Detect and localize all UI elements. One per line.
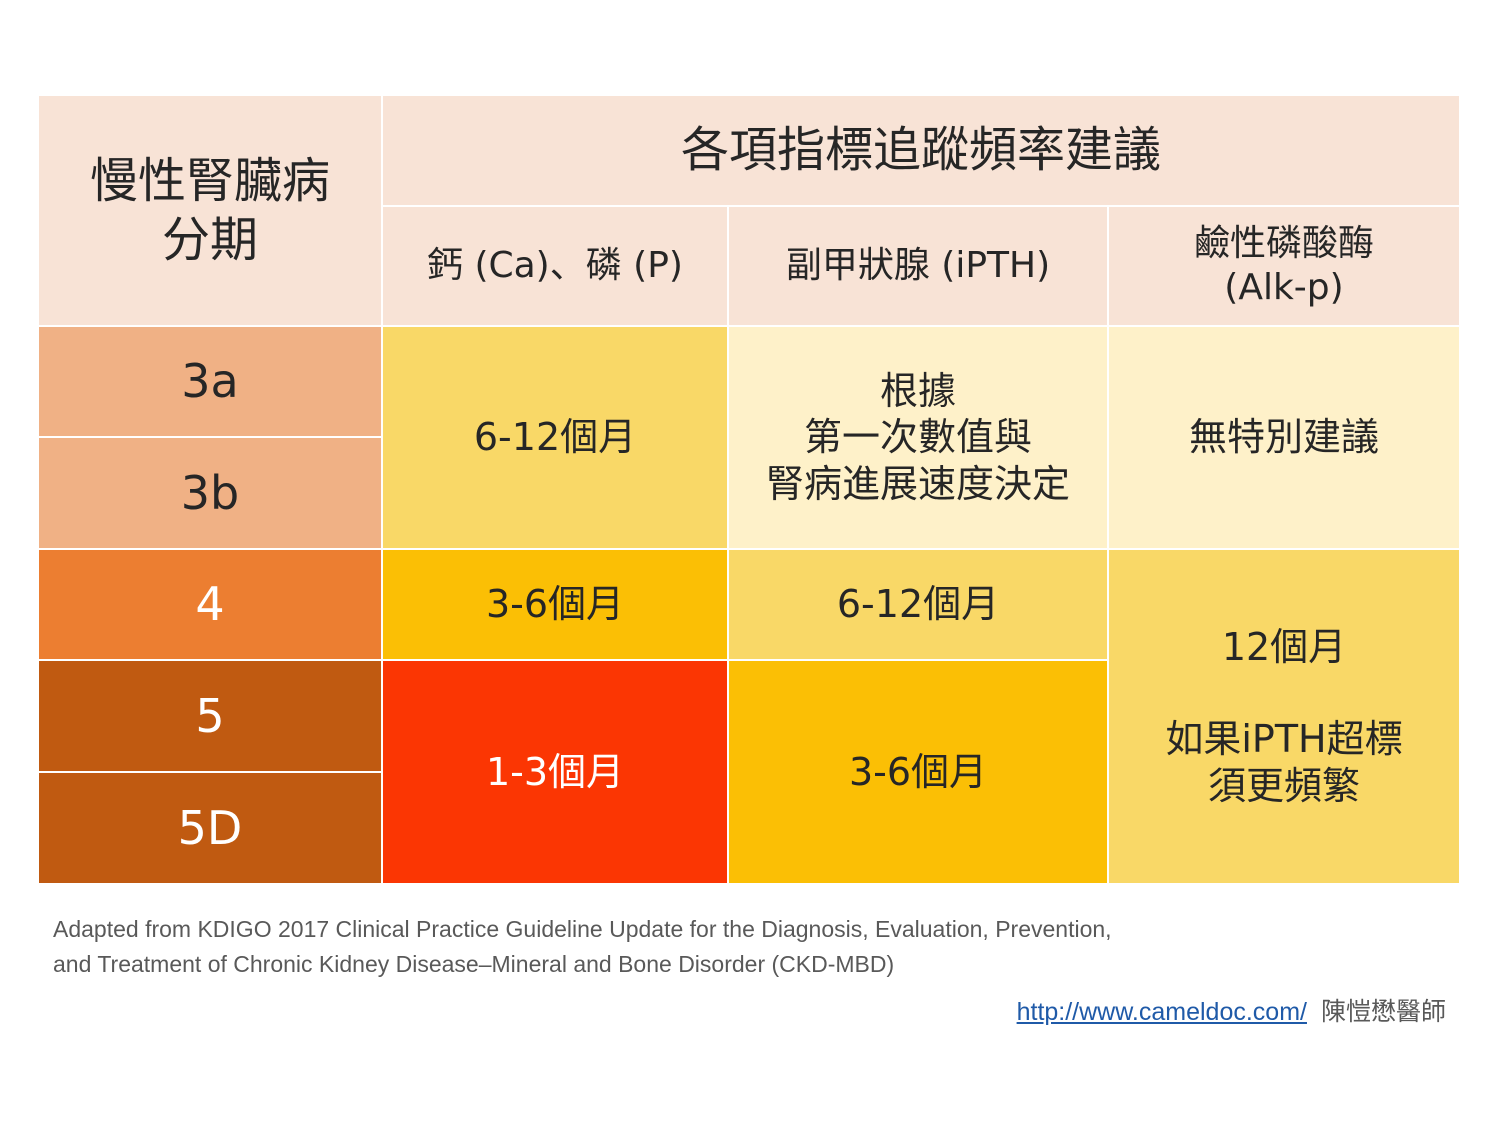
- stage-header-line2: 分期: [161, 211, 258, 268]
- cell-ipth-stage-5-text: 3-6個月: [848, 749, 988, 794]
- group-header-text: 各項指標追蹤頻率建議: [680, 122, 1161, 179]
- cell-ipth-stage-3: 根據 第一次數值與 腎病進展速度決定: [729, 327, 1109, 550]
- cell-ca-p-stage-5-text: 1-3個月: [485, 749, 625, 794]
- stage-5d: 5D: [39, 773, 383, 885]
- stage-3a-label: 3a: [181, 354, 239, 409]
- stage-header-line1: 慢性腎臟病: [89, 152, 330, 209]
- cell-alkp-stage-4-5-line3: 如果iPTH超標: [1165, 717, 1403, 762]
- cell-alkp-stage-4-5-line1: 12個月: [1221, 624, 1347, 669]
- website-link[interactable]: http://www.cameldoc.com/: [1016, 998, 1307, 1026]
- cell-alkp-stage-3-text: 無特別建議: [1188, 415, 1379, 460]
- citation-line2: and Treatment of Chronic Kidney Disease–…: [53, 951, 895, 977]
- citation: Adapted from KDIGO 2017 Clinical Practic…: [53, 912, 1353, 982]
- stage-3a: 3a: [39, 327, 383, 438]
- group-header: 各項指標追蹤頻率建議: [383, 96, 1461, 207]
- cell-ca-p-stage-3-text: 6-12個月: [473, 415, 637, 460]
- author-name: 陳愷懋醫師: [1320, 998, 1446, 1026]
- column-header-ipth: 副甲狀腺 (iPTH): [729, 207, 1109, 327]
- cell-ca-p-stage-5: 1-3個月: [383, 661, 729, 885]
- column-header-ca-p-label: 鈣 (Ca)、磷 (P): [427, 245, 683, 287]
- cell-ipth-stage-3-line2: 第一次數值與: [803, 415, 1032, 460]
- stage-3b: 3b: [39, 438, 383, 550]
- cell-ca-p-stage-3: 6-12個月: [383, 327, 729, 550]
- credit: http://www.cameldoc.com/ 陳愷懋醫師: [1017, 992, 1446, 1028]
- stage-4: 4: [39, 550, 383, 661]
- stage-4-label: 4: [195, 577, 225, 632]
- column-header-ipth-label: 副甲狀腺 (iPTH): [785, 245, 1051, 287]
- column-header-alkp-line1: 鹼性磷酸酶: [1193, 223, 1374, 265]
- stage-3b-label: 3b: [180, 465, 240, 520]
- stage-5-label: 5: [195, 688, 225, 743]
- stage-5d-label: 5D: [177, 800, 243, 855]
- stage-header: 慢性腎臟病 分期: [39, 96, 383, 327]
- cell-ipth-stage-3-line1: 根據: [879, 368, 956, 413]
- cell-alkp-stage-3: 無特別建議: [1109, 327, 1461, 550]
- stage-5: 5: [39, 661, 383, 773]
- cell-ipth-stage-3-line3: 腎病進展速度決定: [765, 461, 1070, 506]
- column-header-alkp-line2: (Alk-p): [1224, 267, 1344, 308]
- column-header-alkp: 鹼性磷酸酶 (Alk-p): [1109, 207, 1461, 327]
- cell-alkp-stage-4-5-line4: 須更頻繁: [1207, 763, 1360, 808]
- cell-ca-p-stage-4: 3-6個月: [383, 550, 729, 661]
- cell-ipth-stage-5: 3-6個月: [729, 661, 1109, 885]
- cell-ca-p-stage-4-text: 3-6個月: [485, 582, 625, 627]
- citation-line1: Adapted from KDIGO 2017 Clinical Practic…: [53, 916, 1112, 942]
- cell-ipth-stage-4-text: 6-12個月: [836, 582, 1000, 627]
- ckd-monitoring-table: 慢性腎臟病 分期 各項指標追蹤頻率建議 鈣 (Ca)、磷 (P) 副甲狀腺 (i…: [39, 96, 1461, 885]
- column-header-ca-p: 鈣 (Ca)、磷 (P): [383, 207, 729, 327]
- cell-ipth-stage-4: 6-12個月: [729, 550, 1109, 661]
- cell-alkp-stage-4-5: 12個月 如果iPTH超標 須更頻繁: [1109, 550, 1461, 885]
